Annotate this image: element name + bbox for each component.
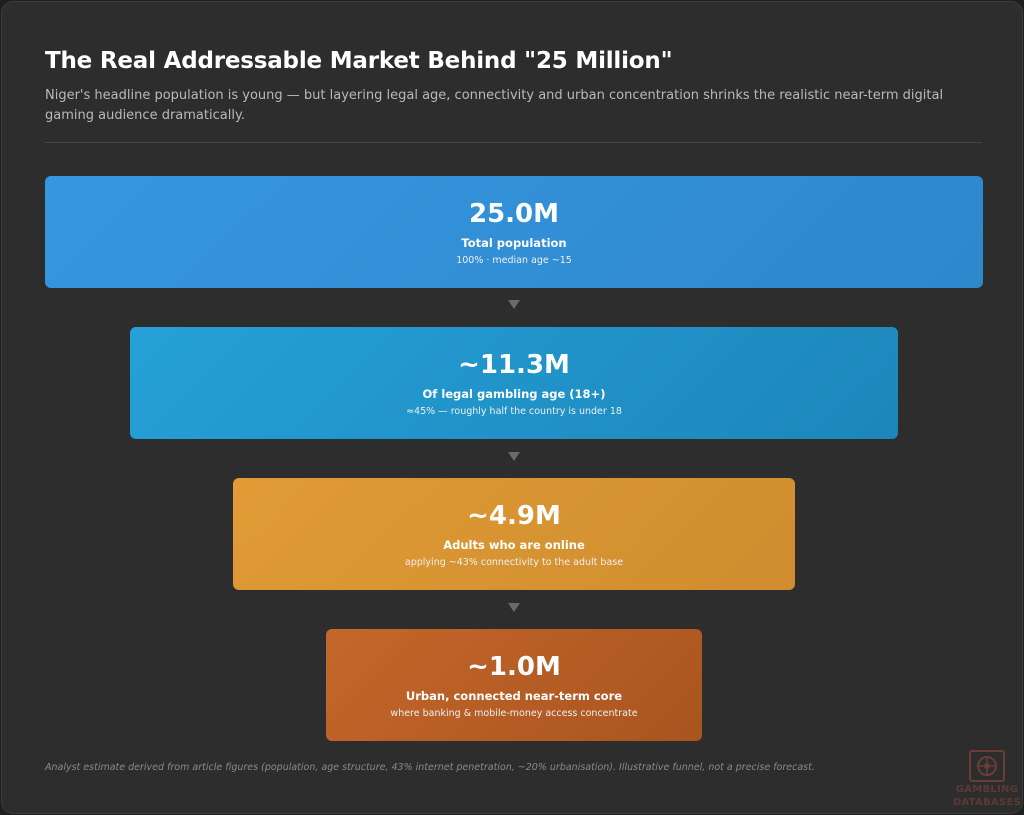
stage-detail: ≈45% — roughly half the country is under… bbox=[406, 406, 622, 417]
down-triangle-icon bbox=[508, 300, 520, 309]
stage-detail: 100% · median age ~15 bbox=[456, 255, 572, 266]
stage-value: ~1.0M bbox=[467, 652, 561, 682]
stage-label: Of legal gambling age (18+) bbox=[422, 387, 606, 401]
page-title: The Real Addressable Market Behind "25 M… bbox=[45, 48, 673, 74]
header-divider bbox=[45, 142, 982, 143]
down-triangle-icon bbox=[508, 603, 520, 612]
stage-value: 25.0M bbox=[468, 199, 560, 229]
stage-value: ~11.3M bbox=[458, 350, 570, 380]
stage-detail: applying ~43% connectivity to the adult … bbox=[404, 557, 624, 568]
down-triangle-icon bbox=[508, 452, 520, 461]
logo-wordmark-line1: GAMBLING bbox=[955, 784, 1019, 795]
stage-label: Total population bbox=[461, 236, 567, 250]
footnote: Analyst estimate derived from article fi… bbox=[45, 762, 815, 773]
roulette-wheel-icon bbox=[969, 750, 1005, 782]
logo-wordmark-line2: DATABASES bbox=[952, 797, 1022, 808]
stage-detail: where banking & mobile-money access conc… bbox=[390, 708, 638, 719]
funnel-stage-urban-core: ~1.0M Urban, connected near-term core wh… bbox=[326, 629, 702, 741]
stage-value: ~4.9M bbox=[467, 501, 561, 531]
brand-logo: GAMBLING DATABASES bbox=[952, 750, 1022, 812]
funnel-stage-online-adults: ~4.9M Adults who are online applying ~43… bbox=[233, 478, 795, 590]
stage-label: Adults who are online bbox=[443, 538, 585, 552]
funnel-stage-total-population: 25.0M Total population 100% · median age… bbox=[45, 176, 983, 288]
funnel-stage-legal-age: ~11.3M Of legal gambling age (18+) ≈45% … bbox=[130, 327, 898, 439]
page-subtitle: Niger's headline population is young — b… bbox=[45, 88, 944, 123]
stage-label: Urban, connected near-term core bbox=[405, 689, 623, 703]
